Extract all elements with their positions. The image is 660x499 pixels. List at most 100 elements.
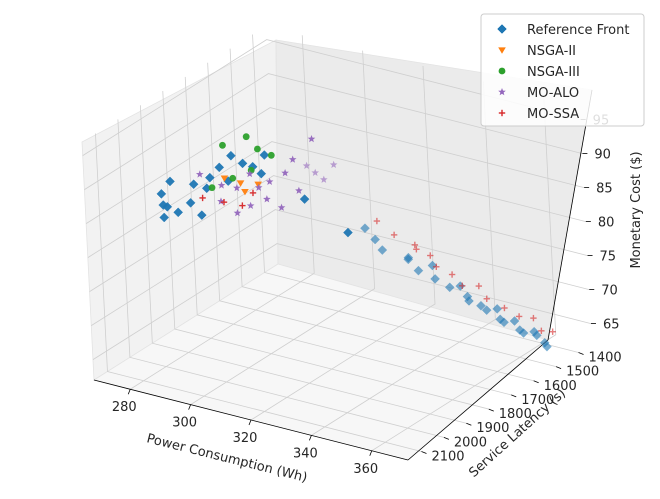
x-tick-label: 360 bbox=[353, 462, 378, 477]
z-tick-label: 80 bbox=[598, 216, 615, 231]
point-nsga-ii bbox=[241, 188, 249, 196]
point-mo-alo bbox=[233, 209, 242, 217]
x-tick-mark bbox=[369, 450, 373, 456]
x-grid-line bbox=[311, 81, 496, 436]
point-mo-alo bbox=[329, 160, 338, 168]
point-reference-front bbox=[481, 305, 492, 316]
point-reference-front bbox=[156, 189, 167, 199]
y-grid-line bbox=[229, 48, 557, 368]
point-reference-front bbox=[343, 227, 353, 238]
point-mo-alo bbox=[265, 177, 274, 185]
point-mo-alo bbox=[277, 203, 286, 211]
y-grid-line bbox=[207, 62, 534, 382]
point-mo-ssa bbox=[459, 282, 466, 290]
point-nsga-iii bbox=[219, 141, 226, 149]
point-reference-front bbox=[413, 265, 424, 276]
point-nsga-iii bbox=[242, 133, 250, 141]
point-nsga-iii bbox=[229, 174, 237, 182]
x-grid-line bbox=[371, 96, 557, 452]
point-reference-front bbox=[196, 210, 207, 220]
legend-marker-nsga-ii bbox=[498, 47, 506, 54]
point-reference-front bbox=[476, 300, 486, 311]
x-tick-mark bbox=[309, 435, 312, 441]
y-axis-line bbox=[407, 339, 549, 461]
x-tick-mark bbox=[127, 389, 131, 395]
y-grid-line bbox=[139, 105, 467, 424]
point-reference-front bbox=[542, 341, 552, 352]
grid-lines bbox=[82, 34, 592, 452]
point-nsga-iii bbox=[208, 184, 216, 192]
x-tick-label: 340 bbox=[293, 446, 318, 461]
point-reference-front bbox=[188, 179, 199, 190]
x-tick-label: 280 bbox=[112, 400, 137, 415]
point-mo-ssa bbox=[413, 246, 420, 253]
y-tick-label: 1600 bbox=[544, 379, 577, 394]
y-tick-label: 2000 bbox=[454, 435, 487, 450]
point-reference-front bbox=[226, 150, 236, 161]
point-mo-ssa bbox=[411, 241, 419, 249]
x-tick-mark bbox=[188, 404, 191, 410]
y-tick-mark bbox=[533, 380, 539, 384]
y-tick-label: 2100 bbox=[431, 450, 464, 465]
point-reference-front bbox=[427, 260, 438, 271]
point-reference-front bbox=[259, 150, 270, 160]
legend-marker-mo-alo bbox=[498, 88, 506, 96]
x-grid-line bbox=[250, 65, 436, 421]
z-grid-line bbox=[89, 175, 588, 292]
legend-label-reference-front: Reference Front bbox=[527, 23, 629, 38]
point-reference-front bbox=[299, 194, 310, 204]
legend: Reference Front NSGA-II NSGA-III MO-ALO MO-S… bbox=[480, 13, 645, 127]
point-reference-front bbox=[377, 245, 388, 255]
point-reference-front bbox=[492, 304, 503, 314]
point-mo-ssa bbox=[475, 282, 483, 290]
z-grid-line bbox=[85, 107, 585, 224]
point-mo-alo bbox=[217, 197, 225, 205]
point-mo-ssa bbox=[515, 313, 523, 320]
point-mo-ssa bbox=[427, 252, 434, 259]
point-mo-ssa bbox=[199, 194, 206, 202]
point-mo-ssa bbox=[448, 271, 456, 278]
y-tick-mark bbox=[488, 408, 494, 412]
legend-label-mo-alo: MO-ALO bbox=[527, 86, 579, 101]
point-reference-front bbox=[499, 317, 509, 328]
point-reference-front bbox=[403, 252, 414, 263]
point-mo-alo bbox=[245, 169, 254, 178]
y-tick-mark bbox=[511, 394, 517, 398]
point-mo-alo bbox=[246, 201, 255, 209]
point-mo-alo bbox=[217, 181, 226, 189]
point-mo-ssa bbox=[483, 295, 490, 302]
point-mo-ssa bbox=[239, 202, 246, 209]
y-tick-mark bbox=[555, 366, 562, 370]
z-grid-line bbox=[87, 141, 586, 258]
z-tick-label: 70 bbox=[601, 284, 618, 299]
point-mo-alo bbox=[288, 155, 297, 163]
point-reference-front bbox=[159, 212, 170, 223]
legend-items: Reference Front NSGA-II NSGA-III MO-ALO MO-S… bbox=[497, 23, 629, 122]
point-mo-ssa bbox=[538, 327, 545, 335]
point-mo-ssa bbox=[390, 231, 398, 239]
point-reference-front bbox=[237, 158, 248, 169]
point-mo-alo bbox=[254, 183, 263, 191]
legend-marker-nsga-iii bbox=[498, 67, 506, 75]
point-nsga-iii bbox=[254, 145, 261, 153]
x-tick-label: 300 bbox=[172, 416, 197, 431]
point-reference-front bbox=[370, 234, 380, 245]
legend-marker-mo-ssa bbox=[498, 109, 506, 117]
legend-box bbox=[480, 13, 645, 127]
y-tick-label: 1400 bbox=[589, 350, 622, 365]
y-grid-line bbox=[117, 119, 445, 438]
point-reference-front bbox=[214, 162, 225, 173]
point-nsga-ii bbox=[220, 175, 229, 182]
x-tick-mark bbox=[248, 419, 252, 426]
point-reference-front bbox=[531, 330, 542, 341]
point-mo-alo bbox=[233, 184, 241, 192]
z-grid-line bbox=[91, 209, 590, 326]
point-mo-ssa bbox=[220, 198, 228, 206]
point-mo-alo bbox=[320, 175, 328, 183]
point-mo-alo bbox=[302, 161, 311, 170]
z-grid-line bbox=[84, 73, 583, 190]
y-tick-label: 1800 bbox=[499, 407, 532, 422]
point-mo-ssa bbox=[501, 304, 508, 312]
z-axis-line bbox=[547, 89, 593, 341]
